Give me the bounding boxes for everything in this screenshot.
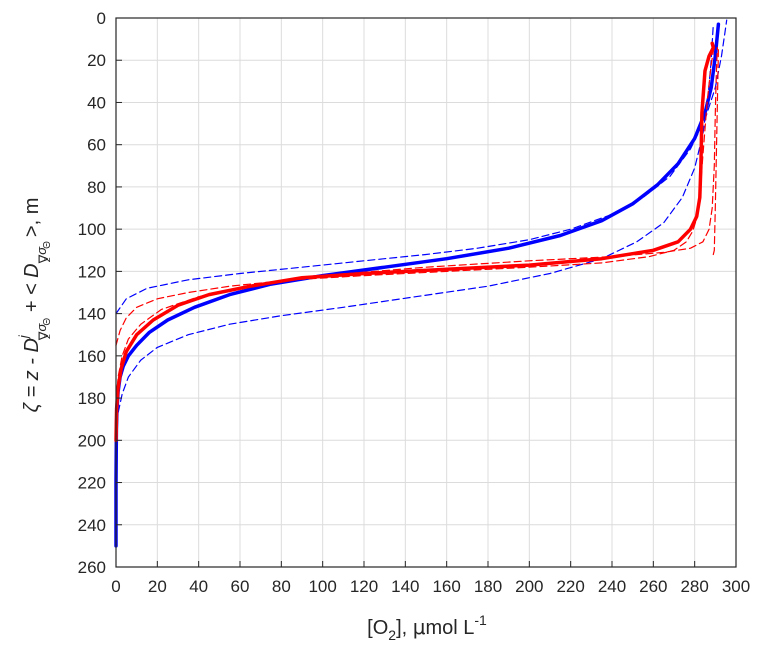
grid-lines xyxy=(115,17,737,568)
series-line-6 xyxy=(712,49,719,256)
plot-frame xyxy=(115,17,737,568)
x-tick-label-11: 220 xyxy=(556,577,584,596)
x-tick-label-9: 180 xyxy=(474,577,502,596)
y-tick-label-7: 140 xyxy=(78,305,106,324)
x-tick-label-5: 100 xyxy=(308,577,336,596)
y-axis-ticks: 0 20 40 60 80 100 120 140 160 180 200 220 240 260 xyxy=(78,9,122,577)
series-line-5 xyxy=(115,47,718,410)
x-tick-label-15: 300 xyxy=(722,577,750,596)
x-tick-label-0: 0 xyxy=(111,577,120,596)
y-tick-label-5: 100 xyxy=(78,220,106,239)
y-tick-label-9: 180 xyxy=(78,389,106,408)
x-tick-label-13: 260 xyxy=(639,577,667,596)
x-axis-label: [O2], μmol L-1 xyxy=(367,612,487,643)
series-line-1 xyxy=(115,23,714,435)
y-tick-label-0: 0 xyxy=(97,9,106,28)
x-tick-label-4: 80 xyxy=(272,577,291,596)
series-line-2 xyxy=(115,19,728,315)
x-tick-label-10: 200 xyxy=(515,577,543,596)
y-tick-label-11: 220 xyxy=(78,474,106,493)
x-tick-label-6: 120 xyxy=(350,577,378,596)
x-axis-ticks: 0 20 40 60 80 100 120 140 160 180 200 220 240 260 280 3… xyxy=(111,561,750,596)
y-tick-label-13: 260 xyxy=(78,558,106,577)
series-line-3 xyxy=(114,41,716,443)
x-tick-label-2: 40 xyxy=(189,577,208,596)
x-tick-label-12: 240 xyxy=(598,577,626,596)
y-tick-label-10: 200 xyxy=(78,431,106,450)
y-tick-label-1: 20 xyxy=(87,51,106,70)
y-tick-label-8: 160 xyxy=(78,347,106,366)
x-tick-label-1: 20 xyxy=(148,577,167,596)
y-tick-label-6: 120 xyxy=(78,262,106,281)
y-tick-label-4: 80 xyxy=(87,178,106,197)
y-tick-label-12: 240 xyxy=(78,516,106,535)
x-tick-label-8: 160 xyxy=(432,577,460,596)
plot-series xyxy=(114,19,728,548)
y-tick-label-2: 40 xyxy=(87,93,106,112)
x-tick-label-7: 140 xyxy=(391,577,419,596)
series-line-4 xyxy=(115,44,715,346)
x-tick-label-14: 280 xyxy=(680,577,708,596)
y-axis-label: ζ = z - Dj ∇σzΘ + < D∇σzΘ>, m xyxy=(16,198,53,413)
x-tick-label-3: 60 xyxy=(231,577,250,596)
y-tick-label-3: 60 xyxy=(87,136,106,155)
